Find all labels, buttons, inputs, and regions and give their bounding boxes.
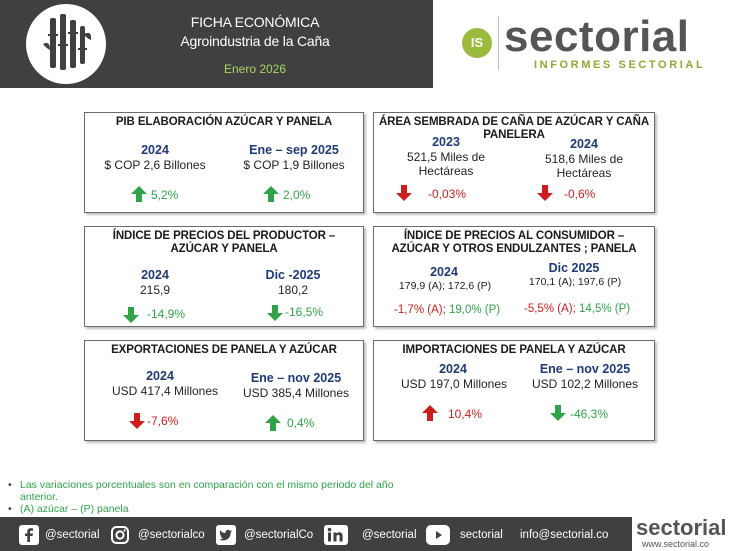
card-title: PIB ELABORACIÓN AZÚCAR Y PANELA bbox=[115, 116, 333, 128]
change-text: 2,0% bbox=[283, 188, 311, 202]
brand-divider bbox=[498, 16, 499, 70]
change-text: -16,5% bbox=[285, 305, 324, 319]
youtube-handle[interactable]: sectorial bbox=[460, 529, 503, 541]
linkedin-icon[interactable] bbox=[324, 525, 348, 545]
change-text: -0,03% bbox=[428, 187, 467, 201]
report-title: FICHA ECONÓMICA bbox=[190, 14, 320, 30]
brand-subtitle: INFORMES SECTORIAL bbox=[534, 59, 706, 71]
report-date: Enero 2026 bbox=[223, 62, 287, 76]
change-text: -7,6% bbox=[147, 414, 179, 428]
card-title: ÍNDICE DE PRECIOS DEL PRODUCTOR – AZÚCAR… bbox=[112, 230, 336, 255]
value-text: $ COP 1,9 Billones bbox=[243, 158, 345, 172]
value-text: USD 197,0 Millones bbox=[400, 377, 508, 391]
footer-brand-name: sectorial bbox=[636, 515, 727, 540]
change-text: -5,5% (A); 14,5% (P) bbox=[524, 303, 630, 315]
value-text: USD 385,4 Millones bbox=[242, 386, 350, 400]
value-text: 170,1 (A); 197,6 (P) bbox=[528, 276, 622, 288]
change-panela: 19,0% (P) bbox=[448, 304, 501, 316]
cane-logo-icon bbox=[26, 4, 106, 84]
card-pib: PIB ELABORACIÓN AZÚCAR Y PANELA 2024 $ C… bbox=[84, 112, 364, 213]
note-line: anterior. bbox=[20, 491, 58, 503]
value-text: 179,9 (A); 172,6 (P) bbox=[398, 280, 492, 292]
arrow-down-icon bbox=[396, 185, 412, 201]
facebook-icon[interactable] bbox=[19, 525, 39, 545]
arrow-up-icon bbox=[265, 415, 281, 431]
period-label: 2024 bbox=[570, 137, 598, 151]
card-imports: IMPORTACIONES DE PANELA Y AZÚCAR 2024 US… bbox=[373, 340, 655, 441]
period-label: Ene – nov 2025 bbox=[539, 362, 631, 376]
change-azucar: -1,7% (A); bbox=[394, 304, 446, 316]
card-exports: EXPORTACIONES DE PANELA Y AZÚCAR 2024 US… bbox=[84, 340, 364, 441]
sectorial-brand-logo: IS sectorial INFORMES SECTORIAL bbox=[460, 10, 720, 80]
arrow-down-icon bbox=[537, 185, 553, 201]
value-text: 521,5 Miles de Hectáreas bbox=[406, 150, 486, 178]
card-ipp: ÍNDICE DE PRECIOS DEL PRODUCTOR – AZÚCAR… bbox=[84, 226, 364, 327]
value-text: 180,2 bbox=[277, 283, 309, 297]
email-link[interactable]: info@sectorial.co bbox=[520, 529, 609, 541]
value-text: USD 102,2 Millones bbox=[531, 377, 639, 391]
period-label: Ene – sep 2025 bbox=[249, 143, 339, 157]
arrow-up-icon bbox=[263, 186, 279, 202]
change-text: -0,6% bbox=[564, 187, 596, 201]
change-text: -14,9% bbox=[147, 307, 186, 321]
footer-bar: @sectorial @sectorialco @sectorialCo @se… bbox=[0, 517, 632, 551]
change-text: -1,7% (A); 19,0% (P) bbox=[394, 304, 500, 316]
period-label: Dic -2025 bbox=[265, 268, 321, 282]
card-area: ÁREA SEMBRADA DE CAÑA DE AZÚCAR Y CAÑA P… bbox=[373, 112, 655, 213]
value-text: $ COP 2,6 Billones bbox=[104, 158, 206, 172]
period-label: 2024 bbox=[430, 265, 458, 279]
period-label: 2023 bbox=[432, 135, 460, 149]
instagram-icon[interactable] bbox=[110, 525, 130, 545]
youtube-icon[interactable] bbox=[426, 525, 450, 545]
change-text: 10,4% bbox=[448, 407, 483, 421]
arrow-up-icon bbox=[422, 405, 438, 421]
note-line: • (A) azúcar – (P) panela bbox=[8, 503, 129, 515]
instagram-handle[interactable]: @sectorialco bbox=[138, 529, 205, 541]
period-label: 2024 bbox=[141, 143, 169, 157]
period-label: 2024 bbox=[146, 369, 174, 383]
period-label: Dic 2025 bbox=[548, 261, 600, 275]
twitter-handle[interactable]: @sectorialCo bbox=[244, 529, 314, 541]
linkedin-handle[interactable]: @sectorial bbox=[362, 529, 417, 541]
period-label: Ene – nov 2025 bbox=[250, 371, 342, 385]
arrow-up-icon bbox=[131, 186, 147, 202]
brand-badge: IS bbox=[462, 28, 492, 58]
change-azucar: -5,5% (A); bbox=[524, 303, 576, 315]
change-text: 5,2% bbox=[151, 188, 179, 202]
note-text: anterior. bbox=[20, 491, 58, 503]
footer-brand-logo: sectorial www.sectorial.co bbox=[636, 515, 736, 551]
period-label: 2024 bbox=[141, 268, 169, 282]
arrow-down-icon bbox=[123, 307, 139, 323]
report-subtitle: Agroindustria de la Caña bbox=[180, 33, 330, 49]
note-text: (A) azúcar – (P) panela bbox=[20, 503, 129, 515]
header-banner: FICHA ECONÓMICA Agroindustria de la Caña… bbox=[0, 0, 433, 88]
change-panela: 14,5% (P) bbox=[578, 303, 631, 315]
note-line: • Las variaciones porcentuales son en com… bbox=[8, 479, 394, 491]
card-title: EXPORTACIONES DE PANELA Y AZÚCAR bbox=[111, 344, 337, 356]
card-title: ÍNDICE DE PRECIOS AL CONSUMIDOR – AZÚCAR… bbox=[391, 230, 637, 255]
card-title: ÁREA SEMBRADA DE CAÑA DE AZÚCAR Y CAÑA P… bbox=[378, 116, 650, 141]
value-text: USD 417,4 Millones bbox=[111, 384, 219, 398]
note-text: Las variaciones porcentuales son en comp… bbox=[20, 479, 394, 491]
brand-name: sectorial bbox=[504, 12, 690, 61]
twitter-icon[interactable] bbox=[216, 525, 236, 545]
footer-brand-url[interactable]: www.sectorial.co bbox=[642, 539, 710, 549]
change-text: 0,4% bbox=[287, 416, 315, 430]
card-title: IMPORTACIONES DE PANELA Y AZÚCAR bbox=[402, 344, 626, 356]
change-text: -46,3% bbox=[570, 407, 609, 421]
facebook-handle[interactable]: @sectorial bbox=[45, 529, 100, 541]
arrow-down-icon bbox=[267, 305, 283, 321]
period-label: 2024 bbox=[439, 362, 467, 376]
card-ipc: ÍNDICE DE PRECIOS AL CONSUMIDOR – AZÚCAR… bbox=[373, 226, 655, 327]
arrow-down-icon bbox=[550, 405, 566, 421]
value-text: 518,6 Miles de Hectáreas bbox=[544, 152, 624, 180]
arrow-down-icon bbox=[129, 413, 145, 429]
value-text: 215,9 bbox=[139, 283, 171, 297]
